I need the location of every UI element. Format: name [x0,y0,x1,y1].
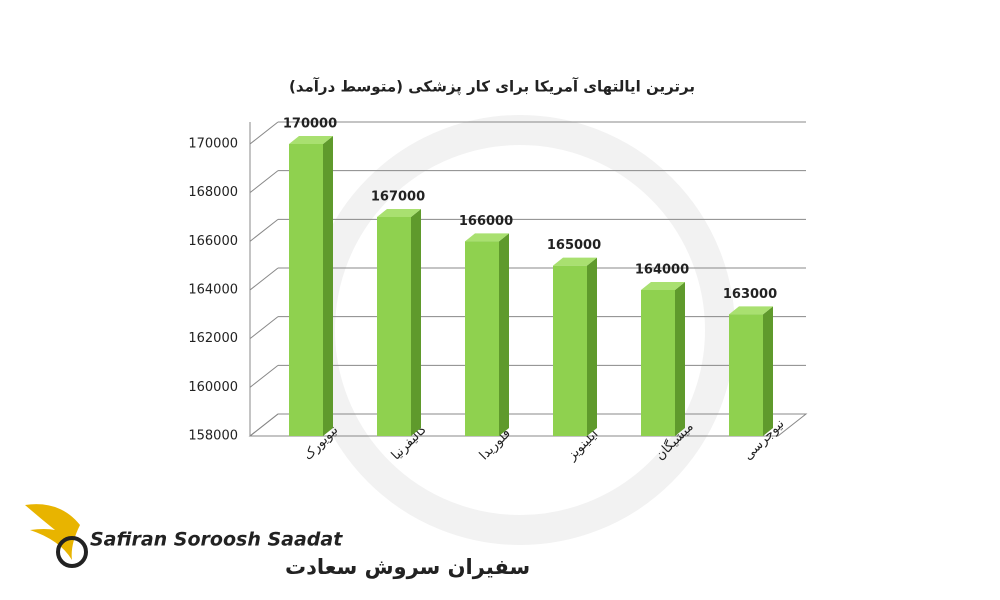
bar-top [641,282,685,290]
logo-name-en: Safiran Soroosh Saadat [90,529,343,551]
bar-top [729,306,773,315]
value-label: 163000 [723,287,777,302]
chart-title: برترین ایالتهای آمریکا برای کار پزشکی (م… [289,78,695,97]
value-label: 167000 [371,190,425,205]
y-tick-label: 166000 [188,234,238,249]
bar [729,314,763,436]
bar [641,290,675,436]
bar-top [465,233,509,242]
logo-wing [25,504,80,560]
y-tick-label: 168000 [188,185,238,200]
grid-line [249,364,279,388]
bar-side [763,306,773,436]
grid-line [249,170,279,194]
bar [465,241,499,436]
grid-line [249,267,279,291]
bar-side [499,233,509,436]
logo: Safiran Soroosh Saadat سفیران سروش سعادت [25,504,530,579]
bar-side [411,209,421,436]
bar-side [587,257,597,436]
bar [377,217,411,436]
value-label: 170000 [283,117,337,132]
grid-line [249,121,279,145]
grid-line [249,316,279,340]
bar-side [675,282,685,436]
y-tick-label: 160000 [188,380,238,395]
value-label: 164000 [635,263,689,278]
grid-line [249,413,279,437]
y-tick-label: 162000 [188,331,238,346]
bar [553,265,587,436]
value-label: 166000 [459,214,513,229]
logo-ring [56,536,88,568]
bar-top [553,257,597,266]
bar-side [323,136,333,436]
y-tick-label: 164000 [188,283,238,298]
value-label: 165000 [547,238,601,253]
grid-line [249,218,279,242]
logo-name-fa: سفیران سروش سعادت [285,555,530,579]
bar-top [377,209,421,217]
bar-top [289,136,333,144]
bar [289,144,323,436]
y-tick-label: 170000 [188,137,238,152]
y-tick-label: 158000 [188,429,238,444]
